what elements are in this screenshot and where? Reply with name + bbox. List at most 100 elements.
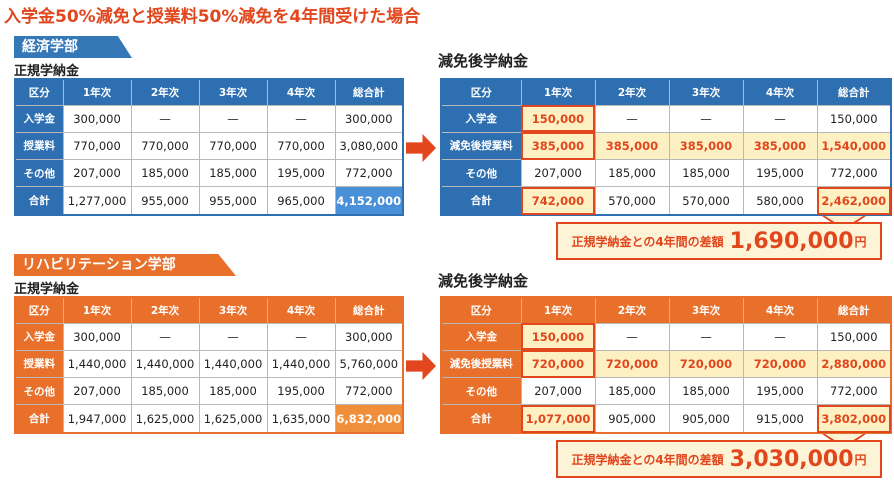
- table-cell: 770,000: [198, 131, 268, 161]
- table-cell: 185,000: [594, 377, 670, 406]
- highlight-cell: 720,000: [520, 349, 596, 379]
- header-cell: 総合計: [816, 296, 892, 324]
- table-cell: 300,000: [62, 322, 132, 351]
- table-row: その他 207,000 185,000 185,000 195,000 772,…: [440, 377, 892, 406]
- table-cell: —: [266, 104, 336, 133]
- table-cell: 150,000: [816, 104, 892, 133]
- table-cell: —: [668, 104, 744, 133]
- difference-label: 正規学納金との4年間の差額: [571, 452, 724, 467]
- grand-total-cell: 6,832,000: [334, 404, 404, 434]
- highlight-cell: 1,540,000: [816, 131, 892, 161]
- table-cell: —: [198, 322, 268, 351]
- table-cell: 1,625,000: [198, 404, 268, 434]
- table-cell: 965,000: [266, 186, 336, 216]
- header-cell: 3年次: [668, 296, 744, 324]
- after-table-economics: 区分 1年次 2年次 3年次 4年次 総合計 入学金 150,000 — — —…: [440, 78, 892, 216]
- table-cell: 1,440,000: [198, 349, 268, 379]
- table-cell: 580,000: [742, 186, 818, 216]
- row-header: 合計: [14, 186, 64, 216]
- table-row: 合計 1,277,000 955,000 955,000 965,000 4,1…: [14, 186, 404, 216]
- row-header: その他: [14, 377, 64, 406]
- difference-unit: 円: [854, 234, 867, 249]
- highlight-cell: 720,000: [594, 349, 670, 379]
- header-cell: 1年次: [520, 78, 596, 106]
- header-cell: 4年次: [266, 78, 336, 106]
- row-header: 減免後授業料: [440, 349, 522, 379]
- table-cell: —: [742, 322, 818, 351]
- table-cell: —: [266, 322, 336, 351]
- highlight-cell: 150,000: [520, 104, 596, 133]
- table-cell: 770,000: [62, 131, 132, 161]
- arrow-right-icon: [406, 352, 436, 380]
- row-header: 授業料: [14, 131, 64, 161]
- after-label-economics: 減免後学納金: [438, 52, 529, 70]
- highlight-cell: 3,802,000: [816, 404, 892, 434]
- table-cell: —: [594, 104, 670, 133]
- table-row: 減免後授業料 720,000 720,000 720,000 720,000 2…: [440, 349, 892, 379]
- row-header: 入学金: [14, 322, 64, 351]
- row-header: その他: [440, 377, 522, 406]
- header-cell: 4年次: [266, 296, 336, 324]
- table-cell: 207,000: [520, 159, 596, 188]
- difference-callout-economics: 正規学納金との4年間の差額 1,690,000 円: [556, 222, 882, 260]
- table-row: その他 207,000 185,000 185,000 195,000 772,…: [14, 159, 404, 188]
- header-cell: 1年次: [62, 296, 132, 324]
- table-cell: 207,000: [62, 377, 132, 406]
- table-cell: —: [198, 104, 268, 133]
- highlight-cell: 2,462,000: [816, 186, 892, 216]
- table-cell: 1,440,000: [130, 349, 200, 379]
- table-cell: 195,000: [742, 377, 818, 406]
- table-cell: 185,000: [594, 159, 670, 188]
- table-cell: 5,760,000: [334, 349, 404, 379]
- regular-label-economics: 正規学納金: [14, 64, 80, 79]
- table-cell: 1,625,000: [130, 404, 200, 434]
- header-cell: 4年次: [742, 296, 818, 324]
- after-table-rehab: 区分 1年次 2年次 3年次 4年次 総合計 入学金 150,000 — — —…: [440, 296, 892, 434]
- table-cell: 1,947,000: [62, 404, 132, 434]
- header-cell: 区分: [440, 296, 522, 324]
- row-header: 合計: [440, 186, 522, 216]
- header-cell: 1年次: [62, 78, 132, 106]
- table-cell: —: [130, 322, 200, 351]
- row-header: 減免後授業料: [440, 131, 522, 161]
- table-cell: 955,000: [198, 186, 268, 216]
- row-header: 合計: [440, 404, 522, 434]
- regular-table-rehab: 区分 1年次 2年次 3年次 4年次 総合計 入学金 300,000 — — —…: [14, 296, 404, 434]
- table-cell: 1,440,000: [62, 349, 132, 379]
- table-cell: —: [668, 322, 744, 351]
- table-cell: 150,000: [816, 322, 892, 351]
- regular-table-economics: 区分 1年次 2年次 3年次 4年次 総合計 入学金 300,000 — — —…: [14, 78, 404, 216]
- grand-total-cell: 4,152,000: [334, 186, 404, 216]
- header-cell: 3年次: [198, 296, 268, 324]
- table-cell: 195,000: [742, 159, 818, 188]
- table-cell: 772,000: [816, 377, 892, 406]
- difference-amount: 1,690,000: [729, 228, 854, 254]
- table-cell: 915,000: [742, 404, 818, 434]
- arrow-right-icon: [406, 134, 436, 162]
- header-cell: 4年次: [742, 78, 818, 106]
- table-cell: 770,000: [266, 131, 336, 161]
- after-label-rehab: 減免後学納金: [438, 272, 529, 290]
- table-row: 合計 742,000 570,000 570,000 580,000 2,462…: [440, 186, 892, 216]
- highlight-cell: 2,880,000: [816, 349, 892, 379]
- table-cell: 195,000: [266, 377, 336, 406]
- table-cell: 3,080,000: [334, 131, 404, 161]
- table-cell: 185,000: [668, 159, 744, 188]
- table-cell: 185,000: [668, 377, 744, 406]
- page-title: 入学金50%減免と授業料50%減免を4年間受けた場合: [4, 7, 421, 27]
- table-cell: 772,000: [334, 377, 404, 406]
- header-cell: 3年次: [198, 78, 268, 106]
- table-cell: 207,000: [62, 159, 132, 188]
- table-cell: 1,440,000: [266, 349, 336, 379]
- highlight-cell: 720,000: [742, 349, 818, 379]
- regular-label-rehab: 正規学納金: [14, 282, 80, 297]
- header-cell: 総合計: [816, 78, 892, 106]
- table-cell: 300,000: [62, 104, 132, 133]
- row-header: その他: [14, 159, 64, 188]
- table-cell: 1,277,000: [62, 186, 132, 216]
- table-cell: 195,000: [266, 159, 336, 188]
- header-cell: 2年次: [594, 296, 670, 324]
- difference-unit: 円: [854, 452, 867, 467]
- header-cell: 2年次: [130, 78, 200, 106]
- row-header: 入学金: [440, 104, 522, 133]
